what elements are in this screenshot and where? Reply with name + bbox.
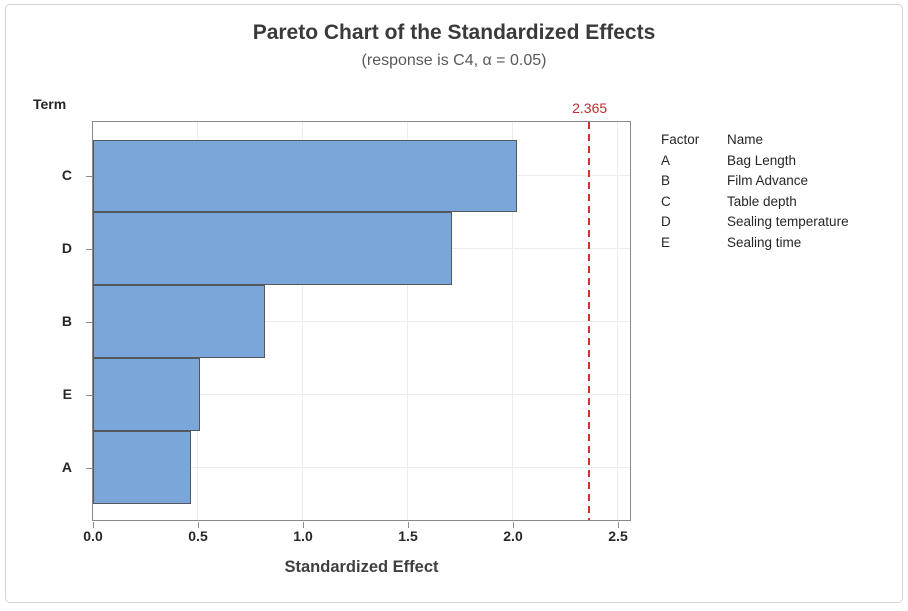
legend-row: B Film Advance — [661, 171, 849, 192]
chart-title: Pareto Chart of the Standardized Effects — [252, 21, 656, 44]
y-category-label: D — [61, 240, 72, 257]
x-tick-label: 0.5 — [188, 528, 208, 544]
legend-name: Bag Length — [727, 152, 797, 168]
gridline-vertical — [617, 121, 618, 520]
legend-row: E Sealing time — [661, 233, 849, 254]
x-tick-label: 2.5 — [608, 528, 628, 544]
legend-factor: B — [661, 173, 671, 188]
legend-factor: E — [661, 234, 671, 250]
x-axis-title: Standardized Effect — [284, 558, 439, 576]
y-category-label: E — [62, 386, 72, 403]
legend-name: Table depth — [727, 193, 797, 209]
gridline-vertical — [512, 121, 513, 520]
plot-area — [91, 120, 631, 521]
legend-name: Film Advance — [727, 173, 809, 188]
x-tick-mark — [407, 521, 409, 528]
y-tick-mark — [85, 248, 92, 250]
legend-name: Sealing time — [727, 234, 802, 250]
y-tick-mark — [85, 321, 92, 323]
x-tick-mark — [512, 521, 514, 528]
reference-line-label: 2.365 — [572, 100, 608, 116]
bar-E — [92, 358, 200, 432]
legend: Factor Name A Bag Length B Film Advance C Tab… — [661, 130, 849, 253]
bar-B — [92, 285, 265, 359]
reference-line — [588, 121, 591, 520]
x-tick-label: 2.0 — [503, 528, 523, 544]
legend-factor: C — [661, 193, 671, 209]
x-tick-label: 0.0 — [83, 528, 103, 544]
x-tick-label: 1.0 — [293, 528, 313, 544]
x-tick-mark — [617, 521, 619, 528]
legend-factor: D — [661, 214, 671, 229]
y-category-label: C — [61, 167, 72, 184]
y-category-label: B — [61, 313, 72, 330]
legend-row: D Sealing temperature — [661, 212, 849, 233]
bar-D — [92, 212, 452, 286]
x-tick-label: 1.5 — [398, 528, 418, 544]
gridline-horizontal — [92, 467, 630, 469]
y-axis-title: Term — [33, 96, 67, 112]
gridline-vertical — [302, 121, 303, 520]
y-tick-mark — [85, 175, 92, 177]
legend-row: C Table depth — [661, 192, 849, 213]
bar-A — [92, 431, 192, 504]
y-tick-mark — [85, 467, 92, 469]
x-tick-mark — [92, 521, 94, 528]
bar-C — [92, 139, 517, 213]
legend-header-factor: Factor — [661, 132, 700, 147]
gridline-vertical — [407, 121, 408, 520]
x-tick-mark — [302, 521, 304, 528]
legend-header-name: Name — [727, 132, 764, 147]
legend-row: A Bag Length — [661, 151, 849, 172]
gridline-horizontal — [92, 394, 630, 396]
legend-header: Factor Name — [661, 130, 849, 151]
legend-factor: A — [661, 152, 671, 168]
y-category-label: A — [61, 459, 72, 476]
chart-subtitle: (response is C4, α = 0.05) — [361, 52, 547, 69]
gridline-horizontal — [92, 321, 630, 323]
legend-name: Sealing temperature — [727, 214, 849, 229]
x-tick-mark — [197, 521, 199, 528]
y-tick-mark — [85, 394, 92, 396]
